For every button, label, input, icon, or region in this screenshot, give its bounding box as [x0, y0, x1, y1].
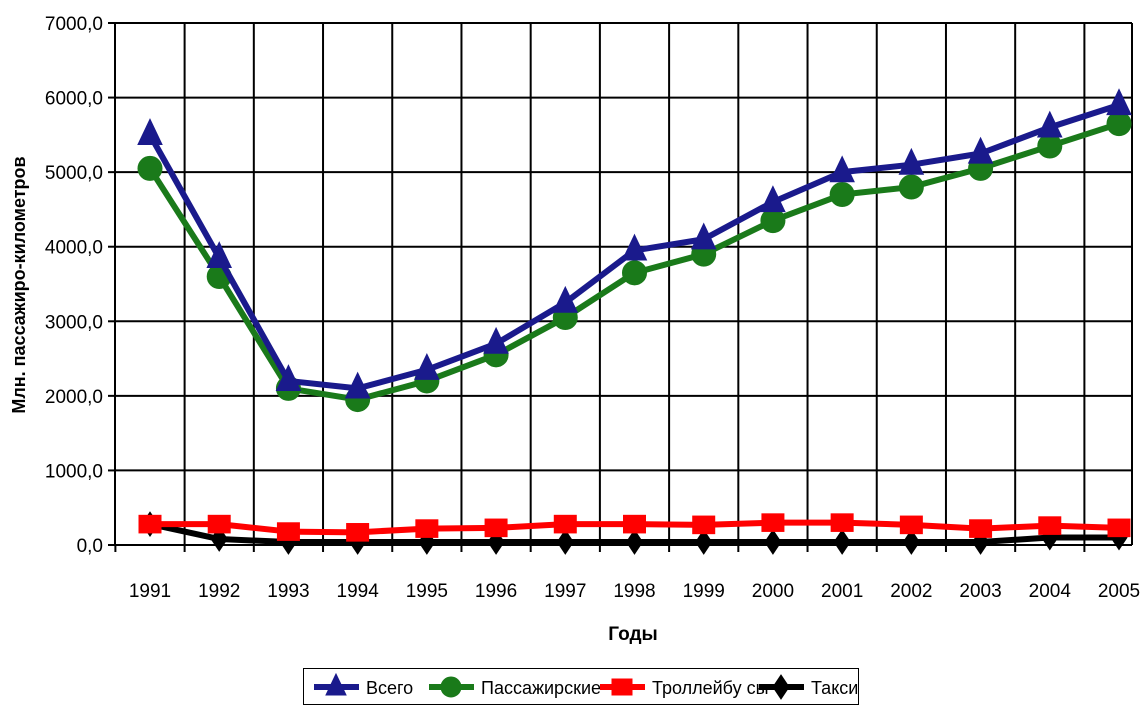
data-point-diamond	[556, 529, 574, 555]
data-point-triangle	[414, 352, 440, 380]
data-point-circle	[898, 174, 924, 200]
x-tick-label: 2000	[752, 581, 794, 602]
y-tick-label: 7000,0	[45, 14, 103, 35]
data-point-square	[276, 522, 300, 541]
chart-legend: Всего Пассажирские Троллейбу сы Такси	[303, 668, 859, 705]
legend-label: Всего	[366, 678, 413, 698]
data-point-circle	[137, 155, 163, 181]
data-point-square	[623, 514, 646, 534]
chart-grid	[115, 22, 1133, 545]
data-point-diamond	[902, 529, 920, 555]
x-tick-label: 1999	[683, 581, 725, 602]
data-point-square	[1107, 518, 1131, 538]
x-tick-label: 1995	[406, 581, 448, 602]
data-point-triangle	[483, 326, 509, 354]
data-point-square	[761, 513, 785, 532]
data-point-square	[207, 514, 231, 534]
data-point-diamond	[625, 529, 644, 555]
data-point-circle	[760, 208, 786, 234]
data-point-square	[692, 515, 716, 535]
data-point-circle	[829, 182, 855, 208]
legend-item: Троллейбу сы	[600, 678, 769, 698]
y-tick-label: 0,0	[77, 536, 103, 557]
data-point-square	[969, 519, 993, 538]
data-point-triangle	[275, 364, 302, 392]
x-tick-label: 2002	[890, 581, 932, 602]
legend-label: Пассажирские	[481, 678, 601, 698]
data-point-circle	[1106, 111, 1132, 137]
y-axis-title: Млн. пассажиро-километров	[9, 156, 29, 413]
data-point-triangle	[967, 136, 994, 164]
legend-marker	[325, 672, 347, 696]
y-tick-label: 1000,0	[45, 461, 103, 482]
data-point-circle	[622, 260, 647, 286]
legend-marker	[440, 676, 462, 698]
legend-marker	[772, 674, 790, 700]
x-tick-label: 1997	[544, 581, 586, 602]
data-point-triangle	[344, 371, 371, 399]
y-tick-label: 2000,0	[45, 387, 103, 408]
x-axis-title: Годы	[608, 624, 657, 645]
chart-axes	[108, 22, 1132, 552]
x-tick-label: 2001	[821, 581, 863, 602]
data-point-square	[1038, 516, 1062, 535]
data-point-square	[415, 519, 439, 538]
x-tick-label: 2003	[959, 581, 1001, 602]
data-point-triangle	[829, 155, 855, 183]
data-point-square	[830, 513, 854, 532]
data-point-circle	[1037, 133, 1063, 159]
data-point-square	[899, 515, 923, 535]
data-point-triangle	[552, 285, 579, 313]
y-tick-label: 3000,0	[45, 312, 103, 333]
legend-marker	[611, 678, 633, 696]
legend-label: Такси	[811, 678, 858, 698]
x-tick-label: 2005	[1098, 581, 1140, 602]
data-point-square	[346, 523, 370, 542]
y-tick-label: 5000,0	[45, 163, 103, 184]
data-point-triangle	[1036, 110, 1063, 138]
chart-series	[137, 88, 1132, 555]
data-point-square	[138, 514, 162, 534]
y-tick-label: 6000,0	[45, 89, 103, 110]
data-point-square	[553, 514, 577, 534]
x-tick-label: 1991	[129, 581, 171, 602]
x-tick-label: 1994	[337, 581, 380, 602]
data-point-triangle	[690, 222, 717, 250]
data-point-triangle	[898, 147, 925, 175]
data-point-triangle	[1106, 88, 1132, 116]
legend-item: Такси	[759, 674, 858, 700]
data-point-triangle	[206, 241, 233, 268]
legend-label: Троллейбу сы	[652, 678, 769, 698]
data-point-triangle	[137, 118, 163, 145]
legend-item: Пассажирские	[429, 676, 601, 698]
y-tick-labels: 0,0 1000,0 2000,0 3000,0 4000,0 5000,0 6000,0 7…	[45, 14, 103, 557]
data-point-square	[484, 518, 508, 538]
x-tick-labels: 1991 1992 1993 1994 1995 1996 1997 1998 1999 2000…	[129, 581, 1140, 602]
x-tick-label: 1993	[267, 581, 309, 602]
x-tick-label: 2004	[1029, 581, 1072, 602]
data-point-diamond	[833, 529, 851, 555]
legend-item: Всего	[314, 672, 413, 698]
x-tick-label: 1992	[198, 581, 240, 602]
series-2	[138, 513, 1131, 542]
data-point-triangle	[760, 185, 786, 213]
data-point-diamond	[695, 529, 713, 555]
series-0	[137, 88, 1132, 399]
y-tick-label: 4000,0	[45, 238, 103, 259]
data-point-triangle	[621, 233, 648, 261]
x-tick-label: 1996	[475, 581, 517, 602]
data-point-diamond	[764, 529, 782, 555]
x-tick-label: 1998	[613, 581, 655, 602]
